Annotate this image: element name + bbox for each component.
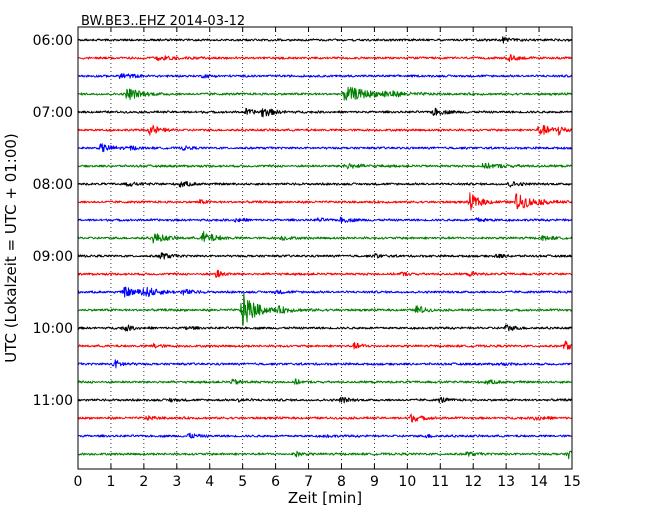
y-tick-label-5: 11:00: [33, 393, 73, 409]
trace-1000: [77, 324, 573, 332]
x-tick-label-7: 7: [304, 474, 313, 490]
trace-1100: [77, 396, 573, 404]
y-tick-label-2: 08:00: [33, 177, 73, 193]
x-tick-label-2: 2: [139, 474, 148, 490]
x-axis-label: Zeit [min]: [288, 489, 362, 507]
x-tick-label-11: 11: [431, 474, 449, 490]
x-tick-label-6: 6: [271, 474, 280, 490]
x-tick-label-8: 8: [337, 474, 346, 490]
trace-0715: [77, 124, 573, 136]
x-tick-label-9: 9: [370, 474, 379, 490]
trace-1045: [77, 378, 573, 385]
trace-0600: [77, 36, 573, 44]
trace-0930: [77, 286, 573, 298]
trace-1015: [77, 340, 573, 350]
x-tick-label-0: 0: [74, 474, 83, 490]
trace-0645: [77, 86, 573, 101]
plot-frame: [77, 26, 573, 470]
x-tick-label-3: 3: [172, 474, 181, 490]
x-tick-label-12: 12: [464, 474, 482, 490]
trace-0730: [77, 143, 573, 153]
y-tick-label-0: 06:00: [33, 33, 73, 49]
trace-0900: [77, 252, 573, 260]
chart-title: BW.BE3..EHZ 2014-03-12: [81, 14, 245, 29]
trace-0915: [77, 269, 573, 278]
x-tick-label-15: 15: [563, 474, 581, 490]
y-tick-label-1: 07:00: [33, 105, 73, 121]
traces: [77, 36, 573, 460]
trace-1145: [77, 450, 573, 460]
trace-0800: [77, 181, 573, 188]
y-tick-label-3: 09:00: [33, 249, 73, 265]
x-tick-label-13: 13: [497, 474, 515, 490]
trace-1130: [77, 432, 573, 439]
trace-0745: [77, 162, 573, 170]
plot-area: 0 1 2 3 4 5 6 7 8 9 10 11 12 13 14 1506:0007:0008:0009:…: [33, 26, 581, 490]
trace-1115: [77, 413, 573, 423]
trace-0630: [77, 73, 573, 80]
x-tick-label-14: 14: [530, 474, 548, 490]
x-tick-label-5: 5: [238, 474, 247, 490]
trace-1030: [77, 359, 573, 369]
trace-0830: [77, 216, 573, 224]
trace-0615: [77, 54, 573, 62]
y-tick-label-4: 10:00: [33, 321, 73, 337]
x-tick-label-4: 4: [205, 474, 214, 490]
trace-0945: [77, 292, 573, 326]
y-axis-label: UTC (Lokalzeit = UTC + 01:00): [2, 133, 20, 363]
trace-0700: [77, 107, 573, 118]
x-tick-label-10: 10: [398, 474, 416, 490]
trace-0815: [77, 192, 573, 211]
trace-0845: [77, 230, 573, 244]
x-tick-label-1: 1: [106, 474, 115, 490]
